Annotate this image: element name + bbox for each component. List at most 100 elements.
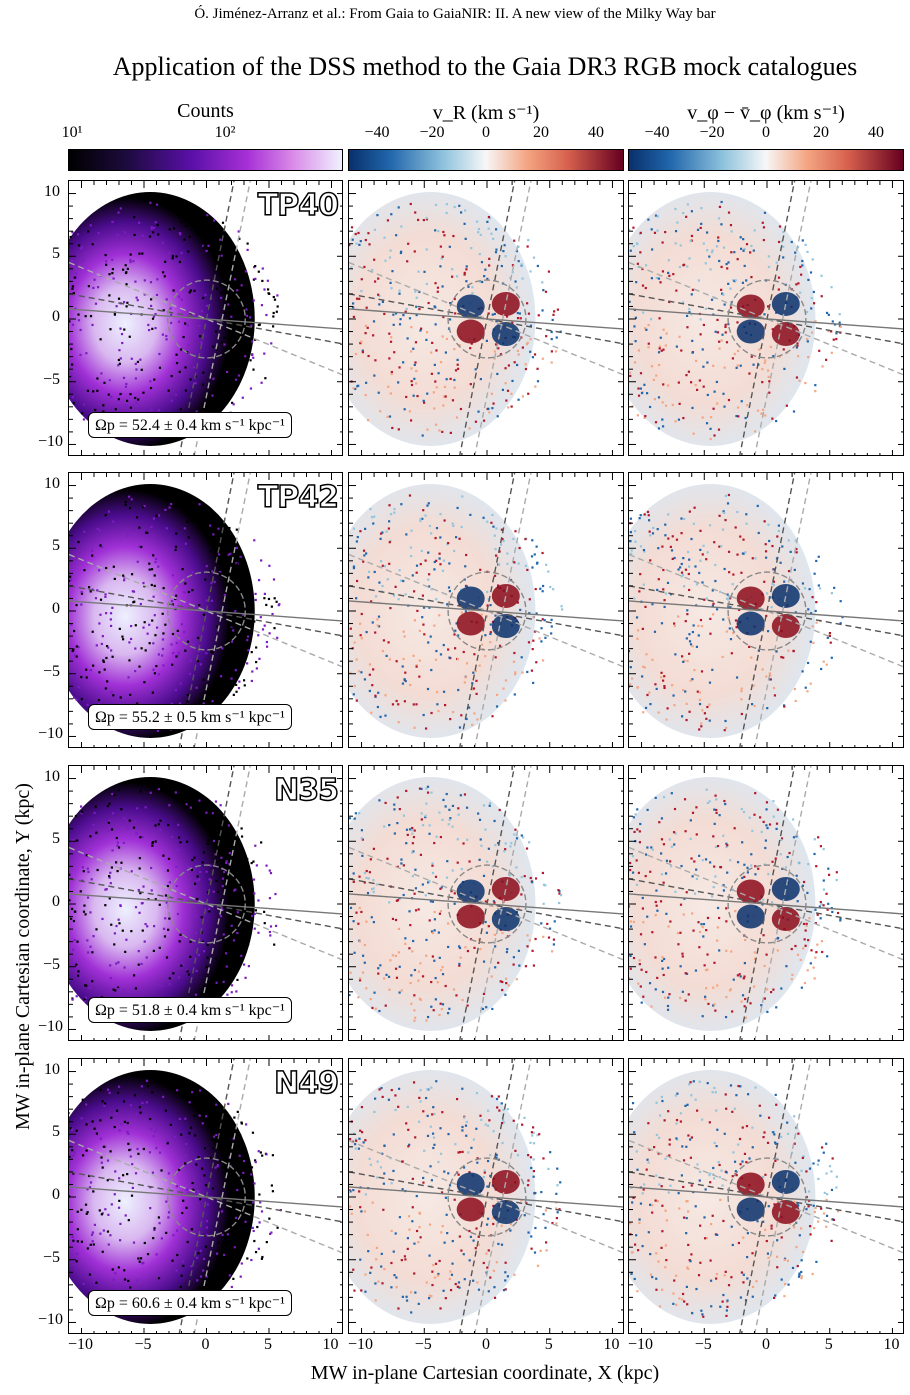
pixel-sample [666,707,669,710]
pixel-sample [105,987,108,990]
pixel-sample [448,808,451,811]
pixel-sample [372,887,375,890]
pixel-sample [826,955,829,958]
pixel-sample [806,690,809,693]
pixel-sample [388,988,391,991]
pixel-sample [524,538,527,541]
pixel-sample [360,289,363,293]
pixel-sample [355,297,359,300]
pixel-sample [219,914,223,918]
pixel-sample [541,281,544,284]
pixel-sample [486,604,489,607]
pixel-sample [649,870,652,873]
pixel-sample [202,1257,206,1261]
pixel-sample [363,961,366,964]
pixel-sample [429,900,432,903]
pixel-sample [115,962,118,965]
pixel-sample [631,871,635,874]
pixel-sample [743,863,746,866]
pixel-sample [433,918,437,921]
pixel-sample [730,652,733,655]
pixel-sample [420,787,423,790]
pixel-sample [75,655,78,658]
pixel-sample [489,802,492,805]
pixel-sample [373,570,376,574]
pixel-sample [478,818,482,821]
pixel-sample [446,1012,450,1015]
pixel-sample [76,1240,79,1243]
pixel-sample [247,588,250,591]
pixel-sample [117,1085,121,1088]
pixel-sample [167,857,171,860]
pixel-sample [745,522,748,525]
pixel-sample [216,625,219,628]
pixel-sample [532,616,535,619]
pixel-sample [148,235,152,238]
pixel-sample [178,232,181,235]
pixel-sample [144,649,147,652]
pixel-sample [814,384,817,387]
pixel-sample [211,1146,215,1150]
pixel-sample [389,512,393,516]
pixel-sample [689,819,692,822]
pixel-sample [757,867,760,870]
pixel-sample [263,592,266,595]
pixel-sample [126,267,129,271]
pixel-sample [92,823,95,826]
pixel-sample [376,705,380,709]
pixel-sample [746,404,749,407]
pixel-sample [641,627,644,630]
pixel-sample [768,391,771,394]
pixel-sample [830,351,833,354]
pixel-sample [706,249,709,252]
pixel-sample [526,302,529,305]
pixel-sample [117,846,121,849]
pixel-sample [656,909,659,912]
pixel-sample [430,1005,433,1008]
pixel-sample [363,678,367,681]
pixel-sample [778,355,781,358]
velocity-lobe [736,319,765,344]
pixel-sample [803,981,807,985]
pixel-sample [434,658,438,661]
pixel-sample [126,534,129,537]
pixel-sample [421,594,425,597]
pixel-sample [811,258,814,261]
pixel-sample [814,922,817,925]
pixel-sample [109,328,112,331]
pixel-sample [217,553,221,556]
pixel-sample [758,348,761,351]
pixel-sample [479,838,482,841]
pixel-sample [367,419,370,422]
map-image [69,473,342,747]
pixel-sample [447,648,450,651]
pixel-sample [716,926,719,929]
pixel-sample [464,610,467,613]
map-panel-r2-c1 [348,765,624,1041]
pixel-sample [776,949,779,952]
pixel-sample [711,668,714,671]
pixel-sample [105,532,109,535]
pixel-sample [839,622,842,625]
pixel-sample [123,988,126,991]
pixel-sample [762,820,765,824]
pixel-sample [381,564,384,567]
pixel-sample [724,1015,728,1019]
pixel-sample [430,372,433,375]
pixel-sample [688,633,691,636]
pixel-sample [814,390,817,393]
pixel-sample [497,961,500,964]
pixel-sample [191,571,194,574]
pixel-sample [130,573,134,576]
pixel-sample [356,535,359,539]
pixel-sample [761,903,764,906]
pixel-sample [661,270,665,273]
pixel-sample [721,655,724,659]
pixel-sample [114,989,117,992]
pixel-sample [109,1150,112,1153]
pixel-sample [214,540,217,543]
pixel-sample [448,562,451,565]
pixel-sample [826,636,829,639]
pixel-sample [113,577,116,581]
pixel-sample [200,931,203,934]
